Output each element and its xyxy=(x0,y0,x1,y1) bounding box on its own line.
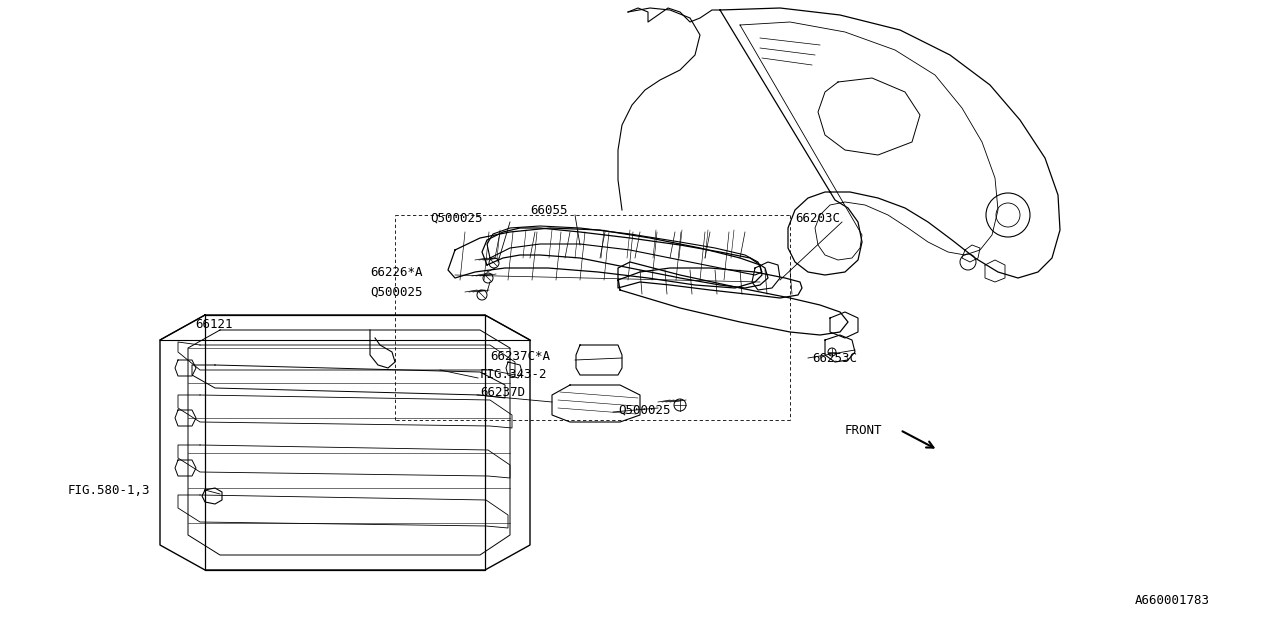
Text: 66121: 66121 xyxy=(195,319,233,332)
Text: Q500025: Q500025 xyxy=(430,211,483,225)
Text: Q500025: Q500025 xyxy=(618,403,671,417)
Text: FIG.580-1,3: FIG.580-1,3 xyxy=(68,483,151,497)
Text: 66055: 66055 xyxy=(530,204,567,216)
Text: Q500025: Q500025 xyxy=(370,285,422,298)
Text: 66203C: 66203C xyxy=(795,211,840,225)
Text: 66237D: 66237D xyxy=(480,385,525,399)
Text: 66237C*A: 66237C*A xyxy=(490,349,550,362)
Text: A660001783: A660001783 xyxy=(1135,593,1210,607)
Text: 66226*A: 66226*A xyxy=(370,266,422,278)
Text: FIG.343-2: FIG.343-2 xyxy=(480,367,548,381)
Text: FRONT: FRONT xyxy=(845,424,882,436)
Text: 66253C: 66253C xyxy=(812,351,858,365)
